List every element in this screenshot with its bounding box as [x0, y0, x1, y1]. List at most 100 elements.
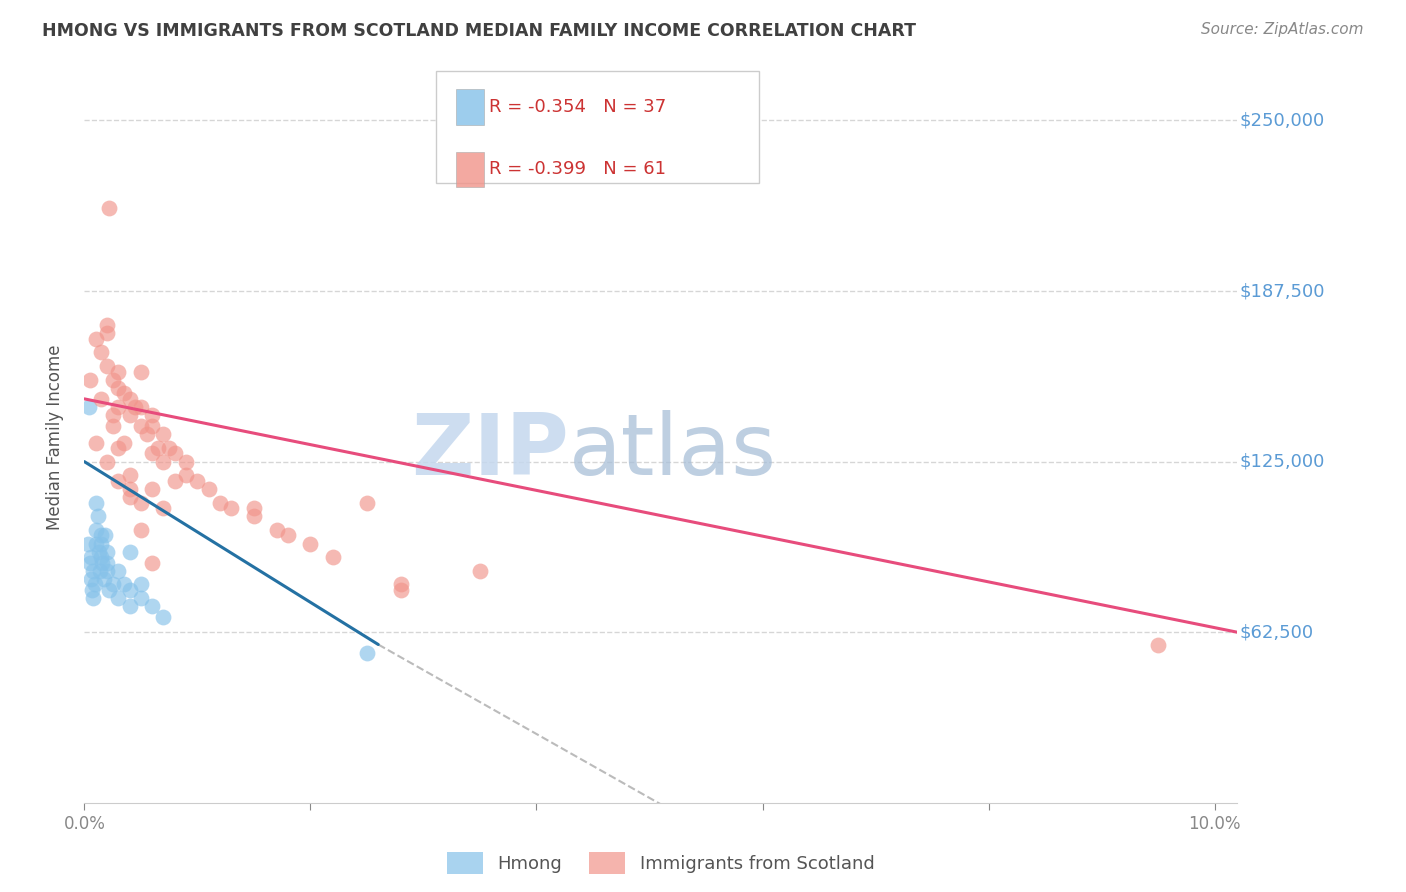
Point	[98, 582, 121, 597]
Point	[118, 599, 141, 614]
Point	[112, 386, 135, 401]
Text: ZIP: ZIP	[411, 410, 568, 493]
Point	[322, 550, 344, 565]
Point	[141, 482, 163, 496]
Point	[96, 326, 118, 341]
Point	[129, 400, 152, 414]
Text: HMONG VS IMMIGRANTS FROM SCOTLAND MEDIAN FAMILY INCOME CORRELATION CHART: HMONG VS IMMIGRANTS FROM SCOTLAND MEDIAN…	[42, 22, 917, 40]
Point	[84, 332, 107, 346]
Point	[112, 435, 135, 450]
Point	[82, 591, 104, 606]
Text: $62,500: $62,500	[1240, 624, 1313, 641]
Point	[129, 591, 152, 606]
Point	[118, 409, 141, 423]
Point	[101, 373, 124, 387]
Text: atlas: atlas	[568, 410, 776, 493]
Point	[93, 572, 115, 586]
Point	[129, 365, 152, 379]
Point	[118, 545, 141, 559]
Point	[221, 501, 243, 516]
Text: $125,000: $125,000	[1240, 452, 1324, 471]
Point	[107, 381, 129, 395]
Text: $250,000: $250,000	[1240, 112, 1324, 129]
Point	[96, 564, 118, 578]
Point	[84, 495, 107, 509]
Text: $187,500: $187,500	[1240, 282, 1324, 300]
Point	[90, 392, 112, 406]
Point	[146, 441, 169, 455]
Point	[90, 536, 112, 550]
Point	[118, 392, 141, 406]
Point	[79, 373, 101, 387]
Point	[77, 400, 100, 414]
Point	[96, 556, 118, 570]
Point	[107, 591, 129, 606]
Point	[124, 400, 146, 414]
Point	[163, 474, 186, 488]
Point	[84, 536, 107, 550]
Point	[79, 556, 101, 570]
Point	[101, 419, 124, 434]
Point	[90, 528, 112, 542]
Point	[107, 474, 129, 488]
Point	[98, 201, 121, 215]
Point	[89, 564, 111, 578]
Point	[208, 495, 231, 509]
Point	[90, 550, 112, 565]
Point	[152, 427, 174, 442]
Point	[87, 509, 110, 524]
Point	[174, 455, 197, 469]
Legend: Hmong, Immigrants from Scotland: Hmong, Immigrants from Scotland	[440, 845, 882, 881]
Point	[96, 545, 118, 559]
Point	[243, 501, 266, 516]
Point	[468, 564, 491, 578]
Point	[101, 577, 124, 591]
Text: R = -0.399   N = 61: R = -0.399 N = 61	[489, 161, 666, 178]
Point	[141, 409, 163, 423]
Point	[84, 435, 107, 450]
Point	[80, 572, 103, 586]
Text: R = -0.354   N = 37: R = -0.354 N = 37	[489, 98, 666, 116]
Point	[82, 582, 104, 597]
Point	[197, 482, 219, 496]
Point	[118, 582, 141, 597]
Point	[82, 564, 104, 578]
Point	[80, 550, 103, 565]
Point	[118, 490, 141, 504]
Y-axis label: Median Family Income: Median Family Income	[45, 344, 63, 530]
Point	[174, 468, 197, 483]
Point	[129, 523, 152, 537]
Point	[118, 482, 141, 496]
Point	[84, 523, 107, 537]
Point	[152, 501, 174, 516]
Text: Source: ZipAtlas.com: Source: ZipAtlas.com	[1201, 22, 1364, 37]
Point	[141, 599, 163, 614]
Point	[299, 536, 322, 550]
Point	[107, 365, 129, 379]
Point	[96, 359, 118, 373]
Point	[101, 409, 124, 423]
Point	[96, 318, 118, 333]
Point	[83, 577, 105, 591]
Point	[243, 509, 266, 524]
Point	[96, 455, 118, 469]
Point	[1147, 638, 1170, 652]
Point	[389, 582, 412, 597]
Point	[76, 536, 98, 550]
Point	[129, 577, 152, 591]
Point	[129, 495, 152, 509]
Point	[152, 610, 174, 624]
Point	[90, 345, 112, 359]
Point	[356, 495, 378, 509]
Point	[93, 528, 115, 542]
Point	[129, 419, 152, 434]
Point	[152, 455, 174, 469]
Point	[107, 441, 129, 455]
Point	[141, 419, 163, 434]
Point	[87, 545, 110, 559]
Point	[163, 446, 186, 460]
Point	[141, 446, 163, 460]
Point	[135, 427, 157, 442]
Point	[118, 468, 141, 483]
Point	[186, 474, 208, 488]
